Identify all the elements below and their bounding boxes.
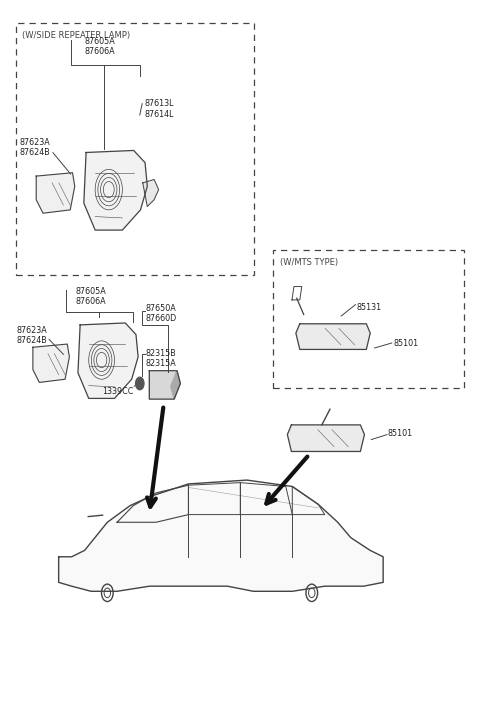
Text: 82315B
82315A: 82315B 82315A [145, 349, 176, 368]
Polygon shape [143, 180, 158, 207]
Text: 85131: 85131 [357, 303, 382, 312]
Text: 87605A
87606A: 87605A 87606A [85, 37, 116, 56]
Text: 87650A
87660D: 87650A 87660D [145, 304, 177, 323]
Polygon shape [296, 324, 370, 349]
Polygon shape [36, 173, 75, 213]
Text: 85101: 85101 [388, 429, 413, 438]
Polygon shape [78, 323, 138, 399]
Polygon shape [149, 371, 180, 399]
Text: (W/MTS TYPE): (W/MTS TYPE) [280, 259, 338, 267]
Text: 1339CC: 1339CC [103, 387, 134, 396]
Text: 87623A
87624B: 87623A 87624B [20, 138, 50, 157]
Text: 87623A
87624B: 87623A 87624B [17, 326, 48, 345]
Text: 87605A
87606A: 87605A 87606A [75, 287, 106, 307]
Text: 85101: 85101 [394, 339, 419, 348]
Polygon shape [288, 425, 364, 451]
Circle shape [135, 377, 144, 390]
Text: 87613L
87614L: 87613L 87614L [144, 99, 174, 119]
Polygon shape [33, 344, 70, 382]
Polygon shape [59, 480, 383, 591]
Text: (W/SIDE REPEATER LAMP): (W/SIDE REPEATER LAMP) [22, 31, 130, 40]
Polygon shape [171, 371, 180, 399]
Polygon shape [84, 150, 147, 230]
